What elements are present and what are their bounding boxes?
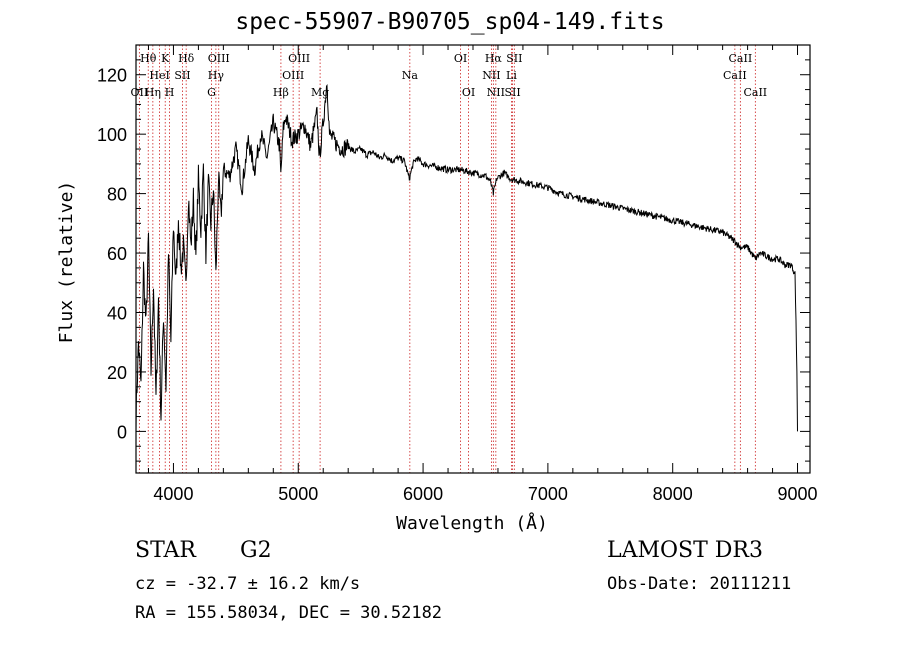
line-label-2: OII — [131, 86, 149, 99]
spectral-line-markers — [138, 45, 756, 473]
line-label-4: K — [161, 52, 170, 65]
line-label-23: Li — [506, 69, 517, 82]
y-tick-label-2: 40 — [107, 304, 127, 324]
line-label-18: NII — [482, 69, 500, 82]
line-label-12: OIII — [282, 69, 304, 82]
y-tick-label-0: 0 — [117, 422, 127, 442]
line-label-8: Hγ — [208, 69, 225, 82]
line-label-3: HeI — [149, 69, 169, 82]
line-label-26: CaII — [743, 86, 767, 99]
y-tick-label-1: 20 — [107, 363, 127, 383]
line-label-9: G — [207, 86, 216, 99]
line-label-20: NII — [487, 86, 505, 99]
x-tick-label-2: 6000 — [403, 484, 443, 504]
y-tick-label-5: 100 — [97, 125, 127, 145]
y-tick-label-3: 60 — [107, 244, 127, 264]
x-tick-label-3: 7000 — [528, 484, 568, 504]
obs-date: Obs-Date: 20111211 — [607, 574, 792, 594]
line-label-21: SII — [504, 86, 520, 99]
line-label-22: SII — [506, 52, 522, 65]
chart-title: spec-55907-B90705_sp04-149.fits — [235, 9, 665, 35]
x-tick-label-4: 8000 — [653, 484, 693, 504]
line-label-13: OIII — [288, 52, 310, 65]
line-label-10: OIII — [208, 52, 230, 65]
line-label-11: Hβ — [273, 86, 289, 99]
y-axis-label: Flux (relative) — [56, 181, 77, 344]
x-axis-label: Wavelength (Å) — [396, 512, 548, 534]
line-label-25: CaII — [729, 52, 753, 65]
object-class: STAR — [135, 538, 196, 563]
spectrum-line — [135, 84, 798, 432]
plot-frame — [135, 44, 811, 474]
line-label-17: OI — [462, 86, 475, 99]
line-label-14: Mg — [311, 86, 329, 99]
survey-name: LAMOST DR3 — [607, 538, 763, 563]
spectrum-series — [135, 84, 798, 432]
y-tick-label-6: 120 — [97, 66, 127, 86]
x-tick-label-1: 5000 — [278, 484, 318, 504]
axis-ticks: 4000 5000 6000 7000 8000 9000 0 20 40 60 80 100 120 — [97, 45, 818, 504]
redshift-value: cz = -32.7 ± 16.2 km/s — [135, 574, 361, 594]
line-label-1: Hη — [145, 86, 161, 99]
line-label-19: Hα — [485, 52, 503, 65]
x-tick-label-0: 4000 — [153, 484, 193, 504]
line-label-16: OI — [454, 52, 467, 65]
x-tick-label-5: 9000 — [777, 484, 817, 504]
line-label-5: H — [165, 86, 175, 99]
line-label-15: Na — [402, 69, 419, 82]
object-subclass: G2 — [240, 538, 272, 563]
line-label-7: Hδ — [178, 52, 195, 65]
y-tick-label-4: 80 — [107, 185, 127, 205]
line-label-6: SII — [174, 69, 190, 82]
coordinates: RA = 155.58034, DEC = 30.52182 — [135, 603, 443, 623]
line-label-0: Hθ — [140, 52, 157, 65]
line-label-24: CaII — [723, 69, 747, 82]
